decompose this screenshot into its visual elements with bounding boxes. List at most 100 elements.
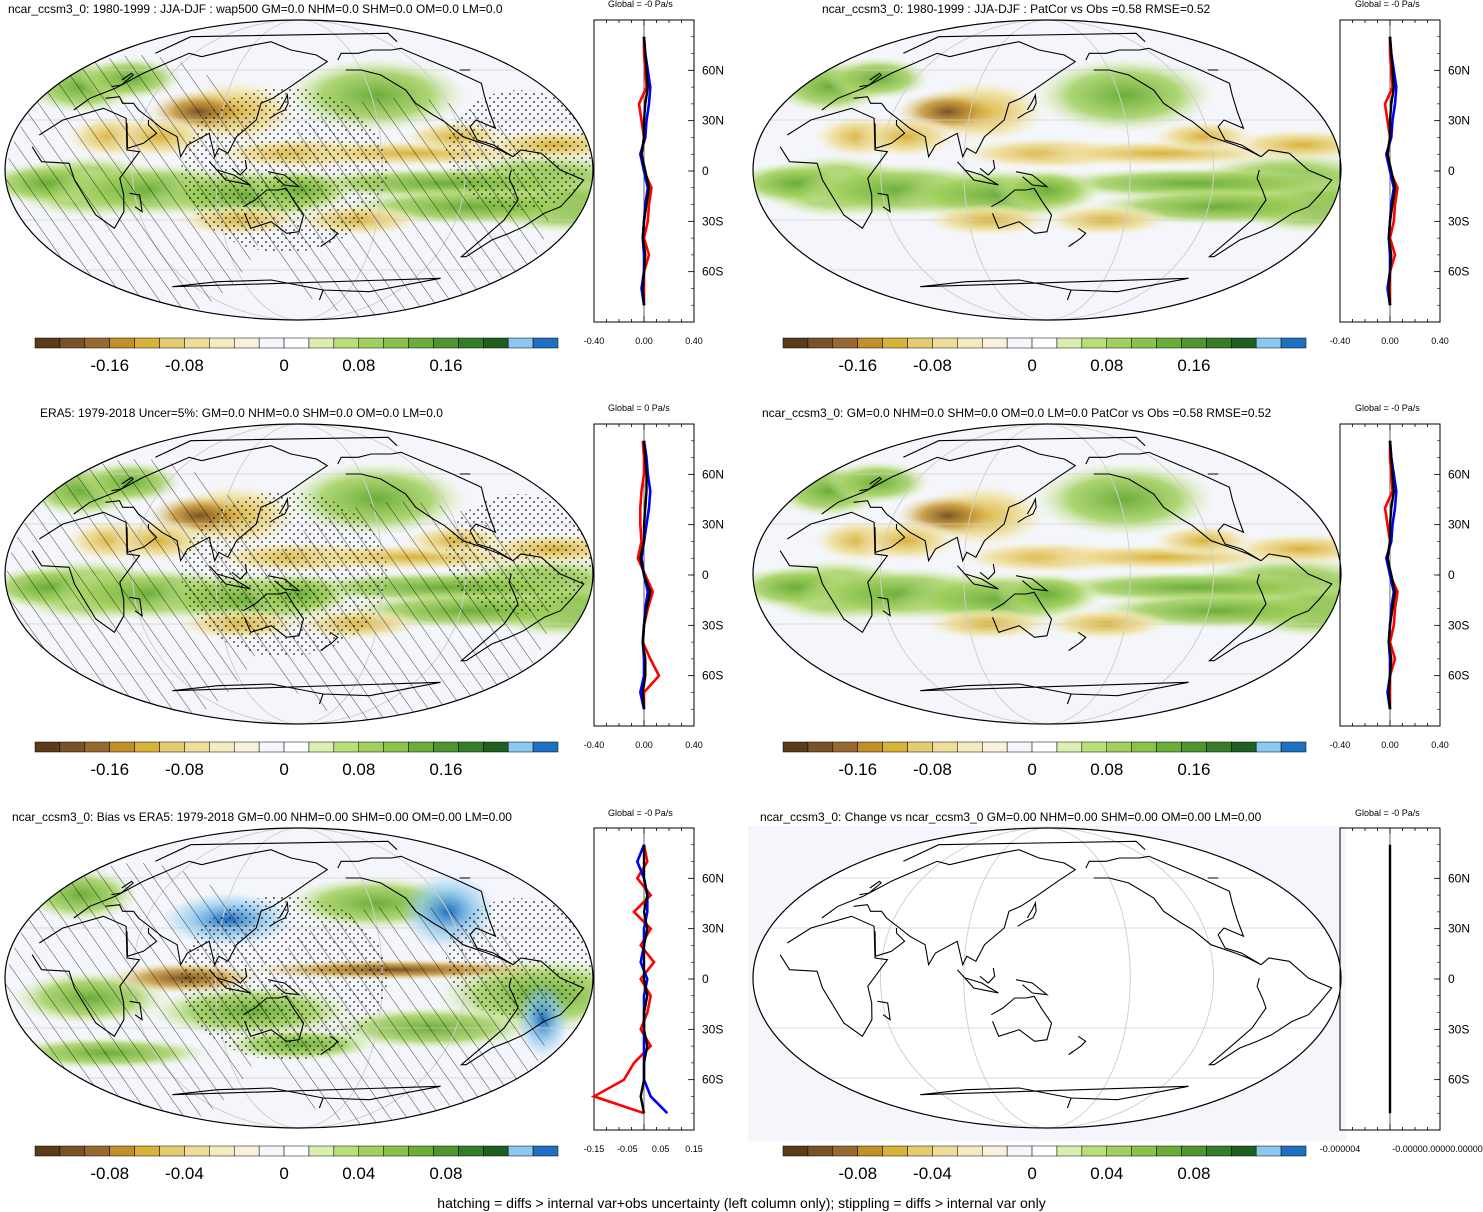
colorbar-box xyxy=(433,1145,459,1157)
stippling-overlay xyxy=(181,491,388,657)
colorbar-box xyxy=(1156,741,1182,753)
colorbar-box xyxy=(857,1145,883,1157)
coastline-indonesia xyxy=(956,565,999,590)
colorbar-box xyxy=(209,741,235,753)
colorbar-box xyxy=(1181,741,1207,753)
colorbar-box xyxy=(458,741,484,753)
colorbar-box xyxy=(483,741,509,753)
colorbar-box xyxy=(308,741,335,753)
colorbar-box xyxy=(383,741,409,753)
colorbar-box xyxy=(333,1145,360,1157)
field-blob xyxy=(854,519,959,563)
stippling-overlay xyxy=(446,494,593,614)
colorbar-box xyxy=(134,1145,160,1157)
colorbar-box xyxy=(283,1145,310,1157)
zonal-xtick-label: -0.00000.00000.000004 xyxy=(1392,1144,1483,1154)
coastline-madagascar xyxy=(877,192,891,213)
colorbar-label: -0.08 xyxy=(838,1164,877,1183)
zonal-ytick-label: 60N xyxy=(702,63,724,77)
colorbar-box xyxy=(832,337,858,349)
coastline-indonesia xyxy=(208,969,251,994)
colorbar-label: 0.16 xyxy=(429,356,462,375)
colorbar-box xyxy=(1106,337,1132,349)
colorbar-box xyxy=(233,1145,260,1157)
zonal-ytick-label: 60N xyxy=(1448,871,1470,885)
colorbar-box xyxy=(1255,337,1282,349)
coastline-australia xyxy=(243,187,305,234)
colorbar-label: 0.08 xyxy=(342,356,375,375)
zonal-xtick-label: 0.40 xyxy=(1431,336,1449,346)
coastline-antarctica xyxy=(920,277,1189,301)
colorbar-box xyxy=(981,741,1008,753)
colorbar-box xyxy=(832,741,858,753)
zonal-ytick-label: 30S xyxy=(702,618,723,632)
zonal-ytick-label: 0 xyxy=(702,568,709,582)
coastline-europe_asia xyxy=(73,41,329,159)
zonal-ytick-label: 60S xyxy=(1448,669,1469,683)
map-border xyxy=(4,19,594,321)
coastline-samerica xyxy=(1207,149,1333,258)
zonal-mean-plot-1: -0.40 0.00 0.40 60N 30N 0 30S 60S xyxy=(1330,19,1470,346)
zonal-xtick-label: 0.00 xyxy=(1381,336,1399,346)
field-blob xyxy=(1032,461,1216,537)
coastline-borneo xyxy=(231,967,248,984)
zonal-title-r1-right: Global = -0 Pa/s xyxy=(1355,0,1420,9)
coastline-antarctica xyxy=(172,1085,441,1109)
coastline-borneo xyxy=(231,159,248,176)
colorbar-box xyxy=(1280,337,1307,349)
map-panel-1 xyxy=(752,19,1342,321)
colorbar-box xyxy=(483,1145,509,1157)
colorbar-box xyxy=(233,337,260,349)
zonal-ytick-label: 60N xyxy=(1448,467,1470,481)
panel-title-r1-left: ncar_ccsm3_0: 1980-1999 : JJA-DJF : wap5… xyxy=(8,2,503,16)
colorbar-label: 0 xyxy=(279,356,288,375)
zonal-series-line xyxy=(639,440,652,710)
colorbar-box xyxy=(258,337,285,349)
zonal-mean-plot-2: -0.40 0.00 0.40 60N 30N 0 30S 60S xyxy=(584,423,724,750)
colorbar-box xyxy=(1156,1145,1182,1157)
zonal-title-r3-right: Global = -0 Pa/s xyxy=(1355,808,1420,818)
colorbar-box xyxy=(532,337,559,349)
zonal-ytick-label: 60S xyxy=(702,265,723,279)
colorbar-box xyxy=(782,337,809,349)
coastline-antarctica xyxy=(920,681,1189,705)
colorbar-box xyxy=(383,1145,409,1157)
coastline-japan xyxy=(1017,900,1037,927)
coastline-samerica xyxy=(1207,553,1333,662)
field-blob xyxy=(1150,524,1256,557)
colorbar-label: 0 xyxy=(1027,356,1036,375)
zonal-title-r1-left: Global = -0 Pa/s xyxy=(608,0,673,9)
colorbar-label: 0 xyxy=(279,1164,288,1183)
colorbar-label: -0.16 xyxy=(90,760,129,779)
coastline-arabia xyxy=(874,524,906,554)
zonal-xtick-label: -0.40 xyxy=(584,740,605,750)
zonal-title-r3-left: Global = -0 Pa/s xyxy=(608,808,673,818)
colorbar-box xyxy=(807,1145,834,1157)
coastline-uk xyxy=(859,880,882,896)
coastline-namerica xyxy=(337,855,514,966)
colorbar-box xyxy=(283,741,310,753)
coastline-nz xyxy=(320,227,339,248)
colorbar-box xyxy=(1006,337,1033,349)
coastline-newguinea xyxy=(267,171,301,188)
coastline-nz xyxy=(320,631,339,652)
zonal-xtick-label: 0.40 xyxy=(1431,740,1449,750)
colorbar-box xyxy=(1031,741,1058,753)
panel-title-r2-right: ncar_ccsm3_0: GM=0.0 NHM=0.0 SHM=0.0 OM=… xyxy=(762,406,1272,420)
colorbar-box xyxy=(1056,1145,1083,1157)
coastline-newguinea xyxy=(1015,979,1049,996)
coastline-newguinea xyxy=(267,575,301,592)
colorbar-box xyxy=(957,741,983,753)
colorbar-3: -0.16 -0.08 0 0.08 0.16 xyxy=(782,741,1307,779)
colorbar-label: 0.04 xyxy=(1090,1164,1123,1183)
colorbar-box xyxy=(957,1145,983,1157)
field-blob xyxy=(1223,533,1341,565)
colorbar-box xyxy=(283,337,310,349)
zonal-ytick-label: 60S xyxy=(702,669,723,683)
colorbar-box xyxy=(1056,337,1083,349)
field-blob xyxy=(854,115,959,158)
zonal-ytick-label: 0 xyxy=(702,164,709,178)
colorbar-box xyxy=(308,1145,335,1157)
coastline-samerica xyxy=(1207,957,1333,1066)
zonal-ytick-label: 60S xyxy=(1448,265,1469,279)
